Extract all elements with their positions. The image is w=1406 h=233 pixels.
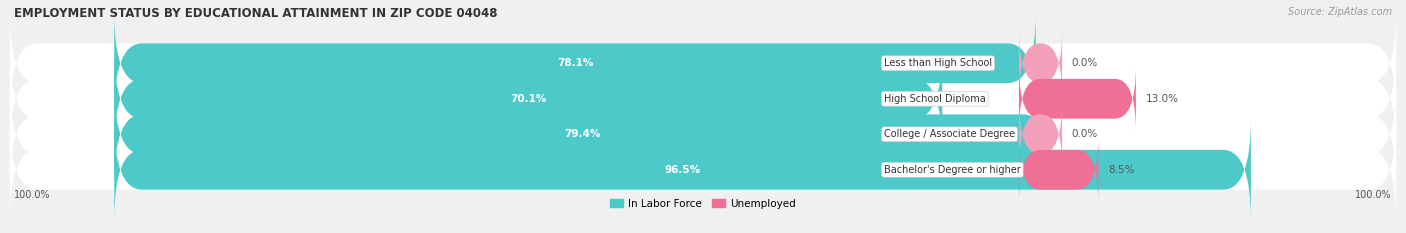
FancyBboxPatch shape [114, 48, 942, 150]
Text: Less than High School: Less than High School [884, 58, 993, 68]
FancyBboxPatch shape [1019, 136, 1098, 203]
Text: Bachelor's Degree or higher: Bachelor's Degree or higher [884, 165, 1021, 175]
Text: Source: ZipAtlas.com: Source: ZipAtlas.com [1288, 7, 1392, 17]
Text: EMPLOYMENT STATUS BY EDUCATIONAL ATTAINMENT IN ZIP CODE 04048: EMPLOYMENT STATUS BY EDUCATIONAL ATTAINM… [14, 7, 498, 20]
Text: College / Associate Degree: College / Associate Degree [884, 129, 1015, 139]
Text: 8.5%: 8.5% [1108, 165, 1135, 175]
Text: 78.1%: 78.1% [557, 58, 593, 68]
Text: 70.1%: 70.1% [510, 94, 547, 104]
Legend: In Labor Force, Unemployed: In Labor Force, Unemployed [606, 194, 800, 213]
FancyBboxPatch shape [114, 12, 1036, 114]
Text: 96.5%: 96.5% [665, 165, 700, 175]
FancyBboxPatch shape [1019, 65, 1136, 132]
FancyBboxPatch shape [10, 83, 1396, 185]
Text: 79.4%: 79.4% [564, 129, 600, 139]
FancyBboxPatch shape [1019, 101, 1062, 168]
FancyBboxPatch shape [10, 12, 1396, 114]
Text: 0.0%: 0.0% [1071, 58, 1098, 68]
Text: 0.0%: 0.0% [1071, 129, 1098, 139]
FancyBboxPatch shape [10, 119, 1396, 221]
FancyBboxPatch shape [10, 48, 1396, 150]
Text: 100.0%: 100.0% [14, 190, 51, 200]
Text: 13.0%: 13.0% [1146, 94, 1178, 104]
Text: 100.0%: 100.0% [1355, 190, 1392, 200]
FancyBboxPatch shape [114, 119, 1251, 221]
FancyBboxPatch shape [1019, 30, 1062, 97]
FancyBboxPatch shape [114, 83, 1050, 185]
Text: High School Diploma: High School Diploma [884, 94, 986, 104]
